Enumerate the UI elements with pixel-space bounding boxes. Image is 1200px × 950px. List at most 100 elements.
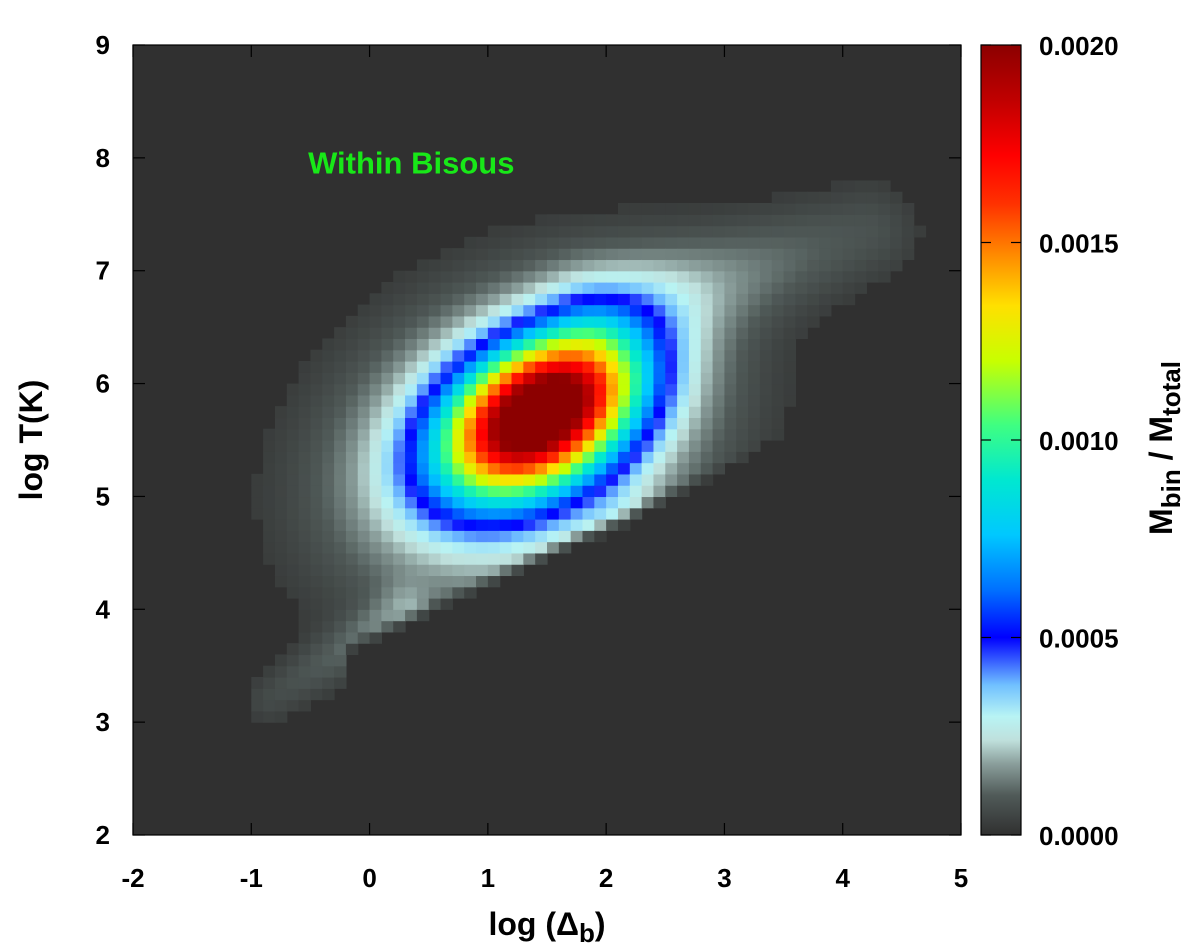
heatmap-cell [487,473,501,486]
heatmap-cell [771,236,785,249]
heatmap-cell [393,270,406,283]
heatmap-cell [558,394,572,407]
heatmap-cell [570,462,584,475]
heatmap-cell [795,203,808,215]
heatmap-cell [617,214,631,227]
heatmap-cell [405,282,418,294]
heatmap-cell [736,349,749,362]
heatmap-cell [393,428,406,441]
heatmap-cell [476,338,489,351]
heatmap-cell [736,428,749,441]
heatmap-cell [629,361,643,373]
heatmap-cell [511,428,524,441]
heatmap-cell [547,428,560,441]
heatmap-cell [440,259,453,272]
heatmap-cell [345,394,359,407]
heatmap-cell [629,293,643,306]
heatmap-cell [771,191,785,204]
heatmap-cell [665,349,678,362]
heatmap-cell [369,620,382,633]
heatmap-cell [535,485,548,498]
heatmap-cell [688,248,702,261]
heatmap-cell [405,485,418,498]
heatmap-cell [334,372,347,385]
heatmap-cell [594,440,607,452]
heatmap-cell [464,575,477,588]
heatmap-cell [334,541,347,554]
heatmap-cell [641,293,655,306]
heatmap-cell [617,315,631,328]
heatmap-cell [558,530,572,543]
heatmap-cell [641,349,655,362]
heatmap-cell [665,485,678,498]
heatmap-cell [369,428,382,441]
heatmap-cell [499,293,513,306]
heatmap-cell [771,338,785,351]
heatmap-cell [428,496,442,509]
plot-frame [132,44,962,836]
colorbar-tick-label: 0.0015 [1039,229,1119,259]
heatmap-cell [345,586,359,599]
heatmap-cell [795,327,808,340]
heatmap-cell [523,327,536,340]
heatmap-cell [594,417,607,430]
y-axis-label: log T(K) [13,380,49,501]
heatmap-cell [582,406,595,419]
heatmap-cell [476,451,489,464]
heatmap-cell [405,440,418,452]
heatmap-cell [878,225,891,238]
heatmap-cell [405,361,418,373]
x-tick-label: 3 [717,863,731,893]
heatmap-cell [854,203,867,215]
heatmap-cell [901,248,915,261]
heatmap-cell [476,552,489,565]
heatmap-cell [547,338,560,351]
heatmap-cell [535,361,548,373]
heatmap-cell [594,315,607,328]
heatmap-cell [499,248,513,261]
heatmap-cell [286,519,300,531]
heatmap-cell [286,654,300,667]
heatmap-cell [724,428,737,441]
heatmap-cell [547,282,560,294]
heatmap-cell [665,293,678,306]
heatmap-cell [830,248,844,261]
heatmap-cell [890,214,903,227]
heatmap-cell [464,338,477,351]
heatmap-cell [334,677,347,689]
heatmap-cell [345,349,359,362]
heatmap-cell [795,315,808,328]
heatmap-cell [653,338,666,351]
heatmap-cell [535,338,548,351]
heatmap-cell [428,586,442,599]
heatmap-cell [830,180,844,193]
heatmap-cell [298,699,312,712]
heatmap-cell [582,496,595,509]
heatmap-cell [298,406,312,419]
heatmap-cell [298,541,312,554]
heatmap-cell [700,428,714,441]
heatmap-cell [393,372,406,385]
heatmap-cell [617,270,631,283]
heatmap-cell [688,270,702,283]
heatmap-cell [487,282,501,294]
heatmap-cell [322,440,335,452]
heatmap-cell [476,406,489,419]
heatmap-cell [322,609,335,622]
heatmap-cell [901,236,915,249]
heatmap-cell [677,338,690,351]
heatmap-cell [759,270,773,283]
heatmap-cell [759,361,773,373]
heatmap-cell [405,462,418,475]
heatmap-cell [736,248,749,261]
heatmap-cell [606,248,619,261]
heatmap-cell [570,225,584,238]
heatmap-cell [523,417,536,430]
heatmap-cell [558,236,572,249]
heatmap-cell [464,248,477,261]
heatmap-cell [653,248,666,261]
heatmap-cell [286,564,300,577]
heatmap-cell [700,248,714,261]
heatmap-cell [617,338,631,351]
heatmap-cell [440,473,453,486]
